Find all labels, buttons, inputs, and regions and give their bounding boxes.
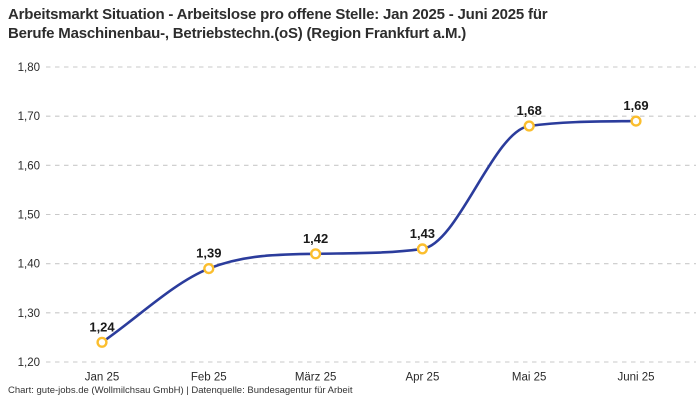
data-label: 1,68 <box>517 103 542 118</box>
data-label: 1,24 <box>89 319 115 334</box>
data-point-marker <box>630 115 642 127</box>
y-tick-label: 1,60 <box>18 160 40 172</box>
data-point-marker <box>96 336 108 348</box>
y-tick-label: 1,30 <box>18 308 40 320</box>
data-point-marker <box>203 263 215 275</box>
x-tick-label: Feb 25 <box>191 372 227 384</box>
x-tick-label: Juni 25 <box>617 372 654 384</box>
data-point-marker <box>523 120 535 132</box>
chart-credit: Chart: gute-jobs.de (Wollmilchsau GmbH) … <box>8 385 353 396</box>
y-tick-label: 1,20 <box>18 357 40 369</box>
data-label: 1,42 <box>303 231 328 246</box>
chart-title: Arbeitsmarkt Situation - Arbeitslose pro… <box>8 5 696 43</box>
data-label: 1,43 <box>410 226 435 241</box>
data-point-marker <box>310 248 322 260</box>
x-tick-label: März 25 <box>295 372 337 384</box>
data-line <box>100 119 638 344</box>
x-tick-label: Apr 25 <box>405 372 439 384</box>
y-tick-label: 1,80 <box>18 62 40 74</box>
y-tick-label: 1,50 <box>18 210 40 222</box>
data-point-marker <box>416 243 429 255</box>
y-tick-label: 1,70 <box>18 111 40 123</box>
x-tick-label: Jan 25 <box>85 372 120 384</box>
chart-title-line-2: Berufe Maschinenbau-, Betriebstechn.(oS)… <box>8 25 467 42</box>
x-tick-label: Mai 25 <box>512 372 547 384</box>
data-label: 1,69 <box>623 98 648 113</box>
y-tick-label: 1,40 <box>18 259 40 271</box>
data-label: 1,39 <box>196 246 221 261</box>
chart-title-line-1: Arbeitsmarkt Situation - Arbeitslose pro… <box>8 6 548 23</box>
